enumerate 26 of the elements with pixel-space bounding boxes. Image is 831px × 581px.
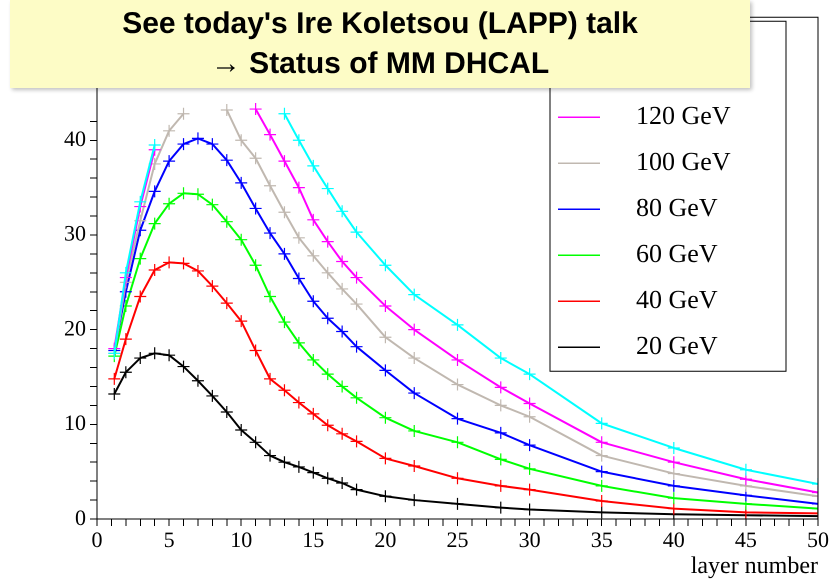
annotation: → Status of MM DHCAL <box>210 46 550 82</box>
callout-box: See today's Ire Koletsou (LAPP) talk → Status of MM DHCAL <box>10 0 750 88</box>
y-tick-label: 40 <box>64 126 86 152</box>
legend-label: 40 GeV <box>636 285 718 314</box>
x-tick-label: 40 <box>662 526 685 552</box>
legend-label: 120 GeV <box>636 101 731 130</box>
y-tick-label: 30 <box>64 220 86 246</box>
x-tick-label: 30 <box>518 526 541 552</box>
legend-label: 100 GeV <box>636 147 731 176</box>
x-tick-label: 50 <box>807 526 829 552</box>
legend-label: 60 GeV <box>636 239 718 268</box>
x-tick-label: 45 <box>734 526 757 552</box>
x-tick-label: 25 <box>446 526 468 552</box>
y-tick-label: 10 <box>64 410 86 436</box>
x-axis-title: layer number <box>690 552 818 579</box>
x-tick-label: 10 <box>230 526 252 552</box>
x-tick-label: 15 <box>302 526 324 552</box>
y-tick-label: 0 <box>75 504 86 530</box>
x-tick-label: 35 <box>590 526 613 552</box>
x-tick-label: 20 <box>374 526 396 552</box>
y-tick-label: 20 <box>64 315 86 340</box>
annotation: See today's Ire Koletsou (LAPP) talk <box>121 6 639 42</box>
x-tick-label: 5 <box>164 526 175 552</box>
legend-label: 20 GeV <box>636 331 718 360</box>
x-tick-label: 0 <box>92 526 102 552</box>
legend-label: 80 GeV <box>636 193 718 222</box>
